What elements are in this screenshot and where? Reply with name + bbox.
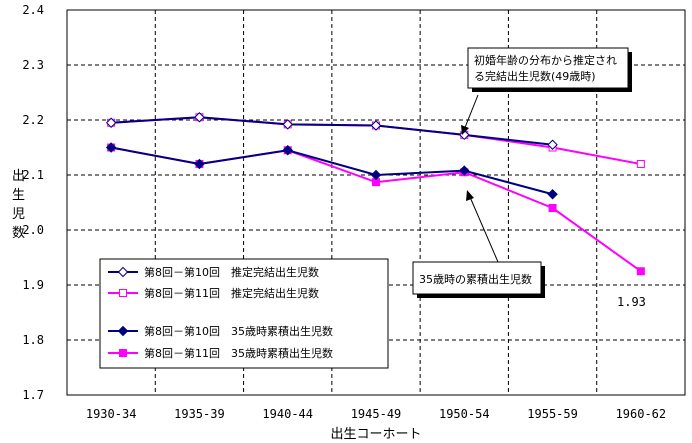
series-line [111,116,553,146]
callout-top-pointer [463,94,479,131]
y-tick-label: 2.0 [22,223,44,237]
series-group [105,112,645,276]
y-tick-label: 2.3 [22,58,44,72]
data-point [105,142,117,153]
legend-swatch-marker [117,266,129,278]
y-tick-label: 1.8 [22,333,44,347]
legend-label: 第8回－第11回 35歳時累積出生児数 [144,346,333,360]
callout-cumulative-births: 35歳時の累積出生児数 [412,190,545,298]
y-tick-label: 1.7 [22,388,44,402]
data-point [636,267,645,276]
callout-top-box [467,47,629,89]
x-tick-label: 1955-59 [527,407,578,421]
series-line [110,146,553,196]
callout-completed-births: 初婚年齢の分布から推定され る完結出生児数(49歳時) [461,47,632,135]
x-tick-label: 1945-49 [351,407,402,421]
y-axis-title-text: 出生児数 [12,169,25,241]
callout-top-line1: 初婚年齢の分布から推定され [474,53,617,67]
data-point [105,117,117,128]
series-4 [107,143,645,276]
legend-item: 第8回－第10回 推定完結出生児数 [108,265,319,279]
plot-area-frame [66,9,686,396]
data-point [459,165,470,176]
legend-swatch-marker [117,325,129,337]
x-axis-title: 出生コーホート [330,427,421,442]
data-label-1960-62: 1.93 [617,295,646,309]
data-point [370,169,382,181]
data-point [194,158,205,170]
y-tick-labels: 1.7 1.8 1.9 2.0 2.1 2.2 2.3 2.4 [22,3,44,402]
data-point [370,120,382,131]
data-point [282,119,293,130]
legend-label: 第8回－第10回 35歳時累積出生児数 [144,324,333,338]
x-tick-label: 1950-54 [439,407,490,421]
legend-swatch-marker [119,289,127,297]
legend-item: 第8回－第10回 35歳時累積出生児数 [108,324,333,338]
data-point [194,112,205,123]
y-tick-label: 2.2 [22,113,44,127]
data-point [636,160,645,168]
y-axis-title: 出生児数 [12,169,25,241]
x-tick-label: 1940-44 [262,407,313,421]
legend-box [99,258,389,369]
callout-bottom-box [412,261,542,295]
legend-item: 第8回－第11回 35歳時累積出生児数 [108,346,333,360]
series-line [110,146,642,273]
x-tick-label: 1930-34 [86,407,137,421]
data-point [547,189,558,200]
callout-bottom-text: 35歳時の累積出生児数 [419,272,532,286]
x-tick-labels: 1930-34 1935-39 1940-44 1945-49 1950-54 1955-… [86,407,666,421]
callout-top-line2: る完結出生児数(49歳時) [474,69,596,83]
legend-swatch-marker [119,349,127,357]
callout-top-arrowhead [461,125,469,135]
y-tick-label: 1.9 [22,278,44,292]
series-3 [105,142,558,200]
y-tick-label: 2.1 [22,168,44,182]
legend-item: 第8回－第11回 推定完結出生児数 [108,286,319,300]
y-tick-label: 2.4 [22,3,44,17]
callout-bottom-arrowhead [466,190,474,201]
data-point [282,145,293,156]
data-point [548,204,557,212]
series-1 [105,112,558,150]
legend-label: 第8回－第10回 推定完結出生児数 [144,265,319,279]
data-point [547,139,558,150]
callout-bottom-pointer [469,196,499,263]
x-tick-label: 1935-39 [174,407,225,421]
x-tick-label: 1960-62 [616,407,667,421]
legend-label: 第8回－第11回 推定完結出生児数 [144,286,319,300]
